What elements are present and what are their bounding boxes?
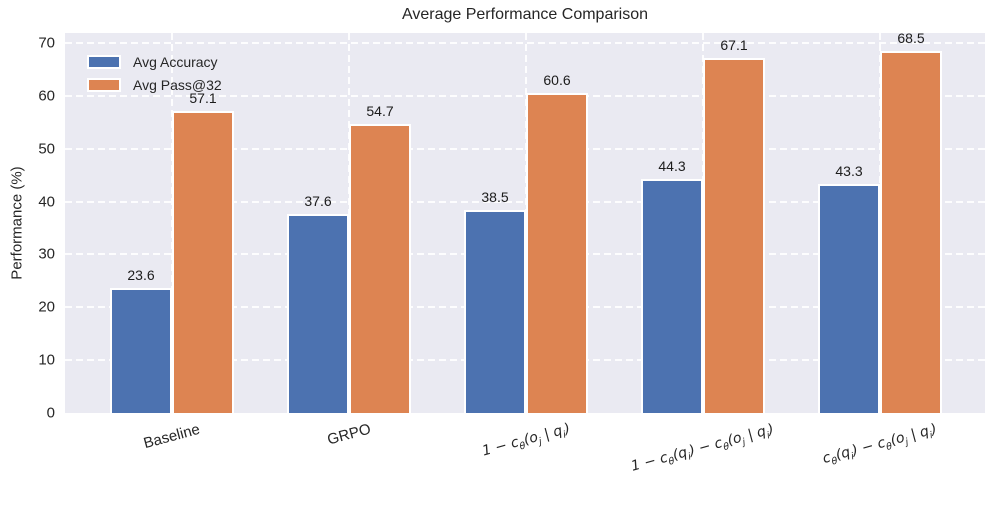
bar [464, 209, 526, 413]
legend-swatch [87, 54, 121, 69]
legend-item: Avg Accuracy [87, 50, 222, 73]
bar-value-label: 23.6 [127, 267, 155, 284]
bar-value-label: 54.7 [366, 102, 394, 119]
x-tick-label: 1 − cθ(qi) − cθ(oj | qi) [629, 420, 777, 475]
bar [703, 58, 765, 413]
bar-value-label: 57.1 [189, 90, 217, 107]
chart-title: Average Performance Comparison [401, 6, 649, 23]
y-tick-label: 70 [38, 34, 55, 52]
y-tick-label: 20 [38, 298, 55, 316]
bar-value-label: 43.3 [835, 163, 863, 180]
bar [287, 214, 349, 413]
bar-value-label: 60.6 [543, 71, 571, 88]
bar-value-label: 37.6 [304, 193, 332, 210]
y-tick-label: 0 [46, 404, 55, 422]
bar [880, 50, 942, 413]
bar [110, 288, 172, 413]
bar [172, 111, 234, 413]
bar-value-label: 44.3 [658, 157, 686, 174]
bar-value-label: 38.5 [481, 188, 509, 205]
x-tick-label: 1 − cθ(oj | qi) [480, 420, 572, 460]
legend-label: Avg Pass@32 [133, 76, 222, 93]
bar [526, 92, 588, 413]
legend-label: Avg Accuracy [133, 53, 218, 70]
plot-area: 23.6 37.6 38.5 44.3 43.3 57.1 54.7 60.6 67.1 68.5… [65, 29, 985, 413]
legend-item: Avg Pass@32 [87, 73, 222, 96]
bar [349, 123, 411, 413]
x-tick-label: cθ(qi) − cθ(oj | qi) [821, 420, 939, 468]
x-tick-label: Baseline [141, 420, 202, 453]
bar-value-label: 67.1 [720, 37, 748, 54]
bar [641, 178, 703, 413]
y-tick-label: 30 [38, 245, 55, 263]
x-tick-label: GRPO [325, 420, 373, 449]
y-tick-label: 50 [38, 140, 55, 158]
legend: Avg Accuracy Avg Pass@32 [87, 50, 222, 96]
y-tick-label: 40 [38, 193, 55, 211]
bar [818, 184, 880, 413]
y-tick-label: 10 [38, 351, 55, 369]
y-tick-label: 60 [38, 87, 55, 105]
legend-swatch [87, 77, 121, 92]
bar-value-label: 68.5 [897, 29, 925, 46]
